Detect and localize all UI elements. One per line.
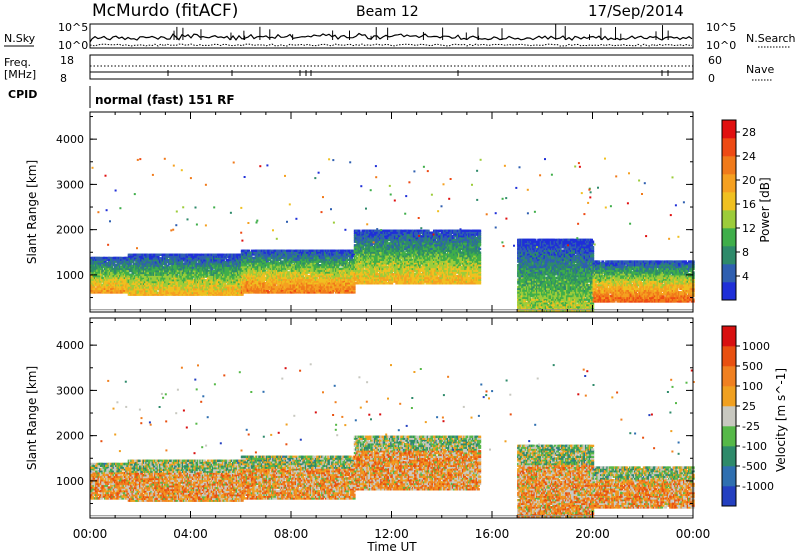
nave-tick-top: 60 xyxy=(708,54,722,67)
station-title: McMurdo (fitACF) xyxy=(92,1,238,21)
nsky-label: N.Sky xyxy=(4,32,36,45)
power-data xyxy=(90,158,695,312)
beam-title: Beam 12 xyxy=(356,4,419,20)
nsearch-tick-top: 10^5 xyxy=(706,21,736,34)
freq-tick-top: 18 xyxy=(60,54,74,67)
freq-strip-frame xyxy=(90,55,693,79)
cpid-label: CPID xyxy=(8,88,37,101)
nsky-lines xyxy=(90,25,692,46)
date-title: 17/Sep/2014 xyxy=(588,2,684,20)
nave-label: Nave xyxy=(746,63,774,76)
nsearch-label: N.Search xyxy=(746,32,796,45)
nsearch-line xyxy=(90,44,692,46)
nsky-line xyxy=(90,34,692,43)
nsky-tick-top: 10^5 xyxy=(58,21,88,34)
cpid-value: normal (fast) 151 RF xyxy=(95,93,235,107)
freq-tick-bottom: 8 xyxy=(60,72,67,85)
freq-unit-label: [MHz] xyxy=(4,68,36,81)
nsearch-tick-bottom: 10^0 xyxy=(706,39,736,52)
nsky-tick-bottom: 10^0 xyxy=(58,39,88,52)
nave-tick-bottom: 0 xyxy=(708,72,715,85)
freq-lines xyxy=(90,66,693,76)
